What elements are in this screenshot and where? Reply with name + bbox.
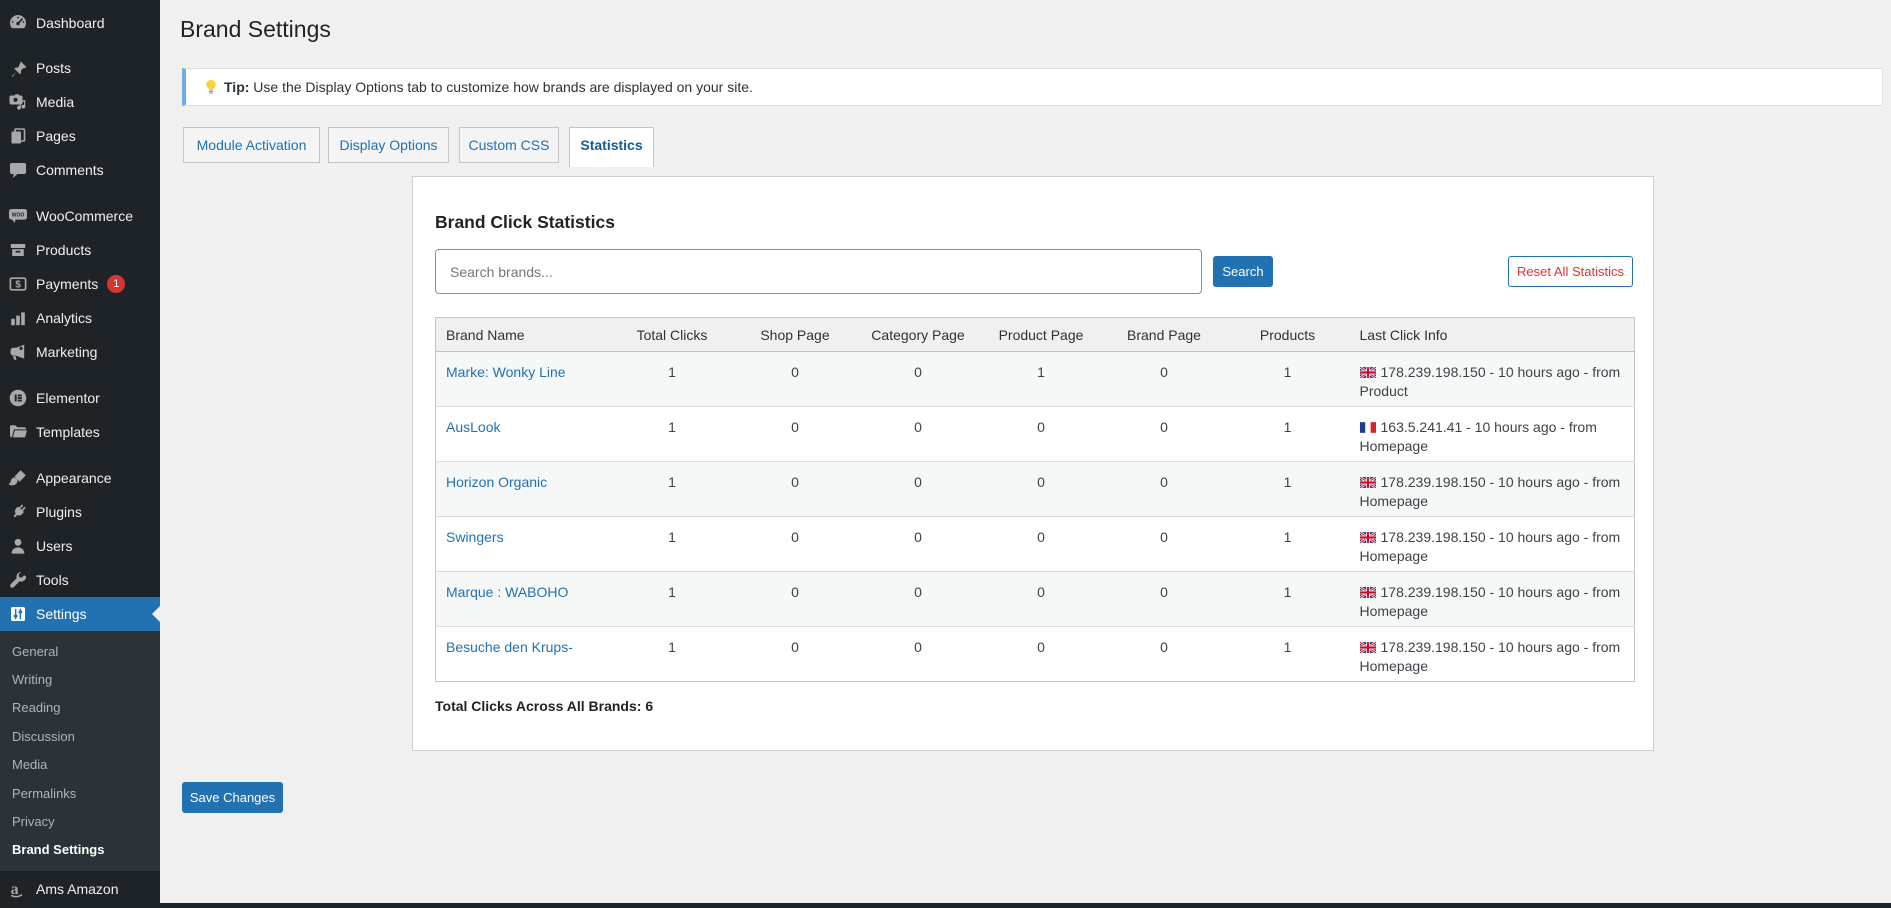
- svg-text:$: $: [15, 280, 21, 291]
- svg-text:WOO: WOO: [12, 213, 25, 219]
- svg-text:a: a: [11, 881, 19, 898]
